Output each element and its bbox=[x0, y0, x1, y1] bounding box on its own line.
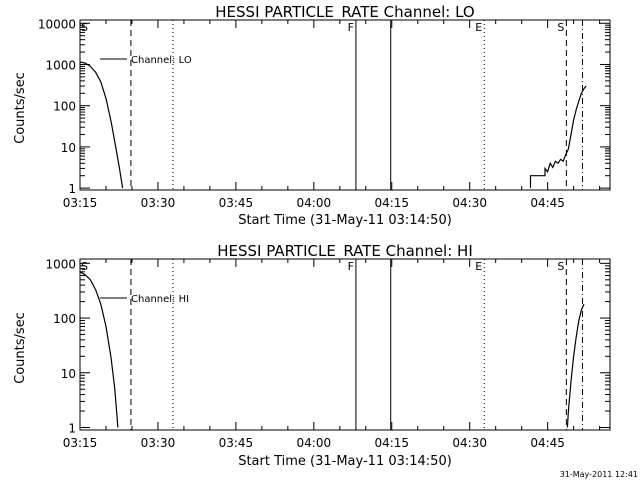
series-line-lo-segment-1 bbox=[529, 85, 587, 189]
x-tick-label-hi: 03:15 bbox=[63, 436, 98, 450]
x-axis-label-hi: Start Time (31-May-11 03:14:50) bbox=[238, 454, 452, 469]
chart-title-hi: HESSI PARTICLE_RATE Channel: HI bbox=[217, 242, 473, 261]
series-line-lo-segment-0 bbox=[79, 61, 124, 189]
y-tick-label-lo: 1 bbox=[68, 182, 76, 196]
series-line-hi-segment-1 bbox=[566, 303, 585, 428]
y-tick-label-hi: 1 bbox=[68, 421, 76, 435]
series-line-hi-segment-0 bbox=[79, 271, 119, 428]
event-marker-label-lo: E bbox=[475, 21, 482, 34]
x-tick-label-hi: 03:30 bbox=[141, 436, 176, 450]
legend-label-lo: Channel: LO bbox=[131, 55, 192, 66]
plot-frame-hi bbox=[79, 258, 611, 431]
event-marker-label-hi: E bbox=[475, 260, 482, 273]
x-tick-label-lo: 04:15 bbox=[374, 196, 409, 210]
x-tick-label-lo: 04:30 bbox=[452, 196, 487, 210]
x-tick-label-lo: 03:45 bbox=[219, 196, 254, 210]
legend-label-hi: Channel: HI bbox=[131, 294, 189, 305]
y-tick-label-hi: 1000 bbox=[45, 257, 76, 271]
x-tick-label-lo: 03:15 bbox=[63, 196, 98, 210]
event-marker-label-lo: F bbox=[348, 21, 354, 34]
start-marker-label-hi: S bbox=[81, 260, 88, 273]
event-marker-label-lo: S bbox=[557, 21, 564, 34]
x-tick-label-hi: 04:45 bbox=[530, 436, 565, 450]
x-tick-label-hi: 03:45 bbox=[219, 436, 254, 450]
y-tick-label-hi: 10 bbox=[61, 367, 76, 381]
start-marker-label-lo: S bbox=[81, 21, 88, 34]
footer-timestamp: 31-May-2011 12:41 bbox=[560, 470, 638, 479]
x-tick-label-hi: 04:00 bbox=[297, 436, 332, 450]
x-tick-label-lo: 03:30 bbox=[141, 196, 176, 210]
plot-frame-lo bbox=[79, 19, 611, 191]
event-marker-label-hi: F bbox=[348, 260, 354, 273]
y-tick-label-hi: 100 bbox=[53, 312, 76, 326]
panel-lo: HESSI PARTICLE_RATE Channel: LO Start Ti… bbox=[13, 3, 611, 228]
x-tick-label-hi: 04:15 bbox=[374, 436, 409, 450]
y-tick-label-lo: 100 bbox=[53, 100, 76, 114]
y-axis-label-hi: Counts/sec bbox=[13, 312, 28, 384]
y-tick-label-lo: 10000 bbox=[38, 17, 76, 31]
y-tick-label-lo: 1000 bbox=[45, 58, 76, 72]
x-tick-label-hi: 04:30 bbox=[452, 436, 487, 450]
x-axis-label-lo: Start Time (31-May-11 03:14:50) bbox=[238, 213, 452, 228]
panel-hi: HESSI PARTICLE_RATE Channel: HI Start Ti… bbox=[13, 242, 611, 469]
y-axis-label-lo: Counts/sec bbox=[13, 72, 28, 144]
x-tick-label-lo: 04:00 bbox=[297, 196, 332, 210]
event-marker-label-hi: S bbox=[557, 260, 564, 273]
chart-title-lo: HESSI PARTICLE_RATE Channel: LO bbox=[215, 3, 474, 22]
y-tick-label-lo: 10 bbox=[61, 141, 76, 155]
x-tick-label-lo: 04:45 bbox=[530, 196, 565, 210]
